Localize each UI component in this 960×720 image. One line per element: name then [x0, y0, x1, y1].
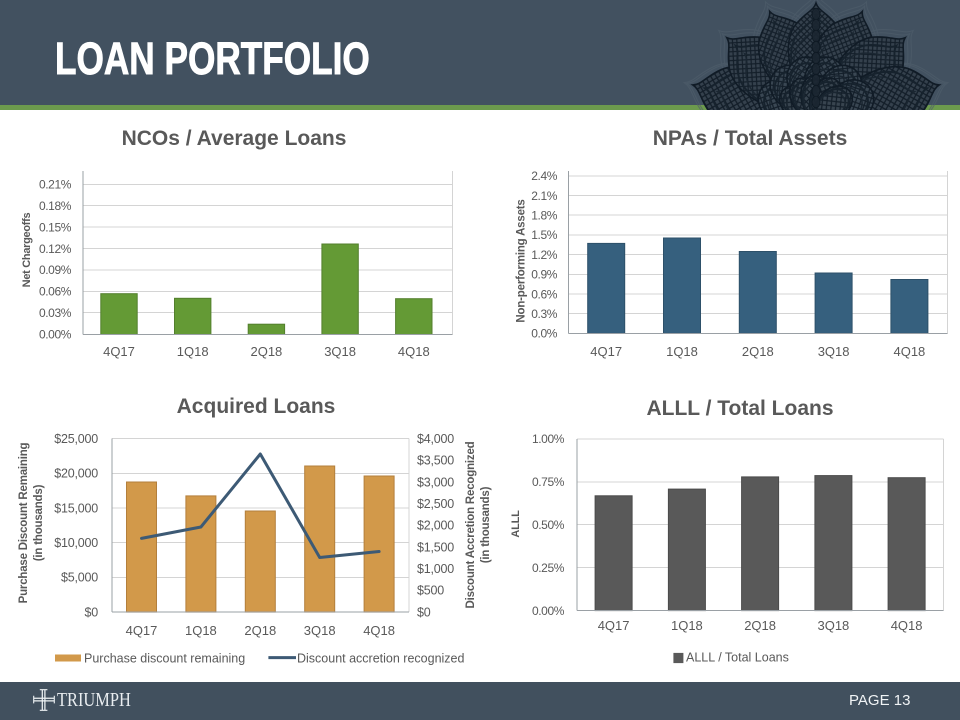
svg-text:0.0%: 0.0%	[531, 327, 557, 341]
svg-text:0.9%: 0.9%	[531, 268, 557, 282]
svg-text:1Q18: 1Q18	[177, 344, 209, 359]
svg-text:(in thousands): (in thousands)	[33, 484, 45, 561]
svg-text:2.1%: 2.1%	[531, 189, 557, 203]
svg-text:0.00%: 0.00%	[39, 327, 72, 341]
svg-text:NCOs / Average Loans: NCOs / Average Loans	[122, 127, 347, 150]
svg-text:$0: $0	[417, 605, 431, 619]
svg-text:0.21%: 0.21%	[39, 178, 72, 192]
svg-text:0.3%: 0.3%	[531, 307, 557, 321]
svg-text:Acquired Loans: Acquired Loans	[177, 395, 336, 418]
svg-text:2Q18: 2Q18	[742, 344, 774, 359]
svg-text:$2,500: $2,500	[417, 497, 454, 511]
svg-text:2Q18: 2Q18	[250, 344, 282, 359]
svg-text:0.09%: 0.09%	[39, 263, 72, 277]
svg-text:Non-performing Assets: Non-performing Assets	[516, 199, 528, 322]
svg-text:2Q18: 2Q18	[744, 618, 776, 633]
svg-text:4Q17: 4Q17	[598, 618, 630, 633]
svg-text:1.5%: 1.5%	[531, 228, 557, 242]
svg-text:ALLL / Total Loans: ALLL / Total Loans	[686, 651, 789, 665]
svg-text:4Q18: 4Q18	[891, 618, 923, 633]
svg-text:(in thousands): (in thousands)	[480, 486, 492, 563]
svg-text:1Q18: 1Q18	[185, 623, 217, 638]
svg-text:0.18%: 0.18%	[39, 199, 72, 213]
svg-text:0.03%: 0.03%	[39, 306, 72, 320]
svg-text:4Q18: 4Q18	[398, 344, 430, 359]
svg-text:$3,500: $3,500	[417, 454, 454, 468]
svg-text:4Q17: 4Q17	[126, 623, 158, 638]
svg-text:3Q18: 3Q18	[324, 344, 356, 359]
svg-text:0.25%: 0.25%	[532, 561, 565, 575]
svg-text:$10,000: $10,000	[54, 536, 98, 550]
svg-text:NPAs / Total Assets: NPAs / Total Assets	[653, 127, 848, 150]
svg-text:0.00%: 0.00%	[532, 604, 565, 618]
svg-text:3Q18: 3Q18	[304, 623, 336, 638]
svg-text:0.50%: 0.50%	[532, 518, 565, 532]
svg-text:$5,000: $5,000	[61, 571, 98, 585]
svg-text:$3,000: $3,000	[417, 475, 454, 489]
svg-text:Discount Accretion Recognized: Discount Accretion Recognized	[465, 441, 477, 608]
svg-text:Discount accretion recognized: Discount accretion recognized	[297, 652, 464, 666]
svg-text:Net Chargeoffs: Net Chargeoffs	[21, 213, 33, 288]
svg-text:4Q18: 4Q18	[893, 344, 925, 359]
svg-text:2.4%: 2.4%	[531, 169, 557, 183]
svg-text:0.06%: 0.06%	[39, 285, 72, 299]
svg-text:2Q18: 2Q18	[244, 623, 276, 638]
svg-text:$2,000: $2,000	[417, 519, 454, 533]
svg-text:ALLL: ALLL	[510, 510, 522, 538]
svg-text:1Q18: 1Q18	[666, 344, 698, 359]
svg-text:$0: $0	[84, 605, 98, 619]
svg-text:3Q18: 3Q18	[818, 344, 850, 359]
svg-text:Purchase discount remaining: Purchase discount remaining	[84, 652, 245, 666]
svg-text:1.00%: 1.00%	[532, 432, 565, 446]
svg-text:Purchase Discount Remaining: Purchase Discount Remaining	[18, 442, 30, 603]
svg-text:1.2%: 1.2%	[531, 248, 557, 262]
svg-text:0.75%: 0.75%	[532, 475, 565, 489]
svg-text:0.6%: 0.6%	[531, 287, 557, 301]
svg-text:ALLL / Total Loans: ALLL / Total Loans	[646, 397, 833, 420]
svg-text:$15,000: $15,000	[54, 501, 98, 515]
svg-text:1.8%: 1.8%	[531, 209, 557, 223]
svg-text:$20,000: $20,000	[54, 467, 98, 481]
svg-text:$4,000: $4,000	[417, 432, 454, 446]
svg-text:$1,500: $1,500	[417, 540, 454, 554]
svg-text:4Q17: 4Q17	[103, 344, 135, 359]
svg-text:4Q18: 4Q18	[363, 623, 395, 638]
svg-text:0.15%: 0.15%	[39, 220, 72, 234]
svg-text:4Q17: 4Q17	[590, 344, 622, 359]
svg-text:1Q18: 1Q18	[671, 618, 703, 633]
svg-text:$25,000: $25,000	[54, 432, 98, 446]
svg-text:$1,000: $1,000	[417, 562, 454, 576]
svg-text:$500: $500	[417, 584, 444, 598]
svg-text:0.12%: 0.12%	[39, 242, 72, 256]
svg-text:3Q18: 3Q18	[817, 618, 849, 633]
